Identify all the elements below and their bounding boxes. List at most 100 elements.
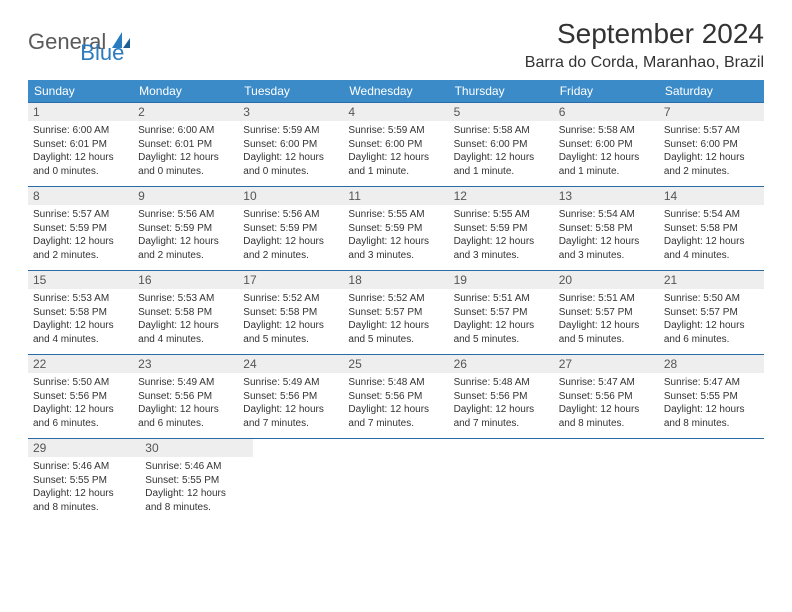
sunset-text: Sunset: 6:00 PM (664, 138, 759, 152)
day-cell: 19Sunrise: 5:51 AMSunset: 5:57 PMDayligh… (449, 271, 554, 354)
daylight-text: and 2 minutes. (33, 249, 128, 263)
daylight-text: and 4 minutes. (138, 333, 233, 347)
day-number: 11 (343, 187, 448, 205)
sunrise-text: Sunrise: 5:50 AM (664, 292, 759, 306)
day-number: 18 (343, 271, 448, 289)
sunrise-text: Sunrise: 5:56 AM (243, 208, 338, 222)
sunrise-text: Sunrise: 5:55 AM (348, 208, 443, 222)
day-number: 25 (343, 355, 448, 373)
day-number: 13 (554, 187, 659, 205)
sunset-text: Sunset: 5:56 PM (138, 390, 233, 404)
daylight-text: Daylight: 12 hours (145, 487, 247, 501)
day-number: 22 (28, 355, 133, 373)
page-title: September 2024 (525, 18, 764, 50)
daylight-text: Daylight: 12 hours (33, 487, 135, 501)
daylight-text: Daylight: 12 hours (664, 235, 759, 249)
daylight-text: and 5 minutes. (454, 333, 549, 347)
day-cell: 24 Sunrise: 5:49 AMSunset: 5:56 PMDayligh… (238, 355, 343, 438)
sunrise-text: Sunrise: 5:59 AM (348, 124, 443, 138)
logo-text-blue: Blue (80, 40, 124, 65)
sunset-text: Sunset: 5:58 PM (33, 306, 128, 320)
sunset-text: Sunset: 5:56 PM (33, 390, 128, 404)
day-number: 21 (659, 271, 764, 289)
daylight-text: Daylight: 12 hours (243, 235, 338, 249)
empty-day-cell (253, 439, 355, 522)
day-cell: 17Sunrise: 5:52 AMSunset: 5:58 PMDayligh… (238, 271, 343, 354)
daylight-text: Daylight: 12 hours (138, 319, 233, 333)
day-cell: 12Sunrise: 5:55 AMSunset: 5:59 PMDayligh… (449, 187, 554, 270)
day-cell: 25Sunrise: 5:48 AMSunset: 5:56 PMDayligh… (343, 355, 448, 438)
daylight-text: and 6 minutes. (664, 333, 759, 347)
sunset-text: Sunset: 5:58 PM (559, 222, 654, 236)
day-cell: 3Sunrise: 5:59 AMSunset: 6:00 PMDaylight… (238, 103, 343, 186)
daylight-text: Daylight: 12 hours (348, 319, 443, 333)
sunset-text: Sunset: 5:57 PM (454, 306, 549, 320)
daylight-text: Daylight: 12 hours (243, 151, 338, 165)
day-number: 10 (238, 187, 343, 205)
daylight-text: Daylight: 12 hours (454, 151, 549, 165)
daylight-text: Daylight: 12 hours (138, 403, 233, 417)
daylight-text: Daylight: 12 hours (559, 319, 654, 333)
sunrise-text: Sunrise: 5:54 AM (664, 208, 759, 222)
day-cell: 26Sunrise: 5:48 AMSunset: 5:56 PMDayligh… (449, 355, 554, 438)
daylight-text: and 8 minutes. (664, 417, 759, 431)
daylight-text: and 4 minutes. (33, 333, 128, 347)
day-cell: 6Sunrise: 5:58 AMSunset: 6:00 PMDaylight… (554, 103, 659, 186)
empty-day-cell (457, 439, 559, 522)
day-number: 16 (133, 271, 238, 289)
daylight-text: and 1 minute. (559, 165, 654, 179)
daylight-text: Daylight: 12 hours (664, 319, 759, 333)
empty-day-cell (559, 439, 661, 522)
daylight-text: and 6 minutes. (138, 417, 233, 431)
daylight-text: and 6 minutes. (33, 417, 128, 431)
sunset-text: Sunset: 5:58 PM (243, 306, 338, 320)
sunset-text: Sunset: 6:01 PM (138, 138, 233, 152)
sunset-text: Sunset: 5:59 PM (33, 222, 128, 236)
day-number: 8 (28, 187, 133, 205)
location-text: Barra do Corda, Maranhao, Brazil (525, 54, 764, 72)
day-cell: 29Sunrise: 5:46 AMSunset: 5:55 PMDayligh… (28, 439, 140, 522)
day-number: 4 (343, 103, 448, 121)
day-cell: 14Sunrise: 5:54 AMSunset: 5:58 PMDayligh… (659, 187, 764, 270)
daylight-text: and 0 minutes. (33, 165, 128, 179)
day-number: 12 (449, 187, 554, 205)
daylight-text: and 3 minutes. (559, 249, 654, 263)
title-block: September 2024 Barra do Corda, Maranhao,… (525, 18, 764, 72)
day-number: 27 (554, 355, 659, 373)
weekday-header: Friday (554, 80, 659, 102)
sunrise-text: Sunrise: 5:50 AM (33, 376, 128, 390)
day-number: 9 (133, 187, 238, 205)
header: General Blue September 2024 Barra do Cor… (28, 18, 764, 72)
daylight-text: and 1 minute. (348, 165, 443, 179)
sunrise-text: Sunrise: 5:52 AM (243, 292, 338, 306)
day-number: 15 (28, 271, 133, 289)
daylight-text: Daylight: 12 hours (348, 403, 443, 417)
daylight-text: and 1 minute. (454, 165, 549, 179)
daylight-text: and 8 minutes. (559, 417, 654, 431)
sunset-text: Sunset: 5:56 PM (559, 390, 654, 404)
sunrise-text: Sunrise: 5:49 AM (243, 376, 338, 390)
daylight-text: Daylight: 12 hours (138, 235, 233, 249)
weekday-header-row: Sunday Monday Tuesday Wednesday Thursday… (28, 80, 764, 102)
day-number: 24 (238, 355, 343, 373)
daylight-text: and 2 minutes. (243, 249, 338, 263)
day-number: 20 (554, 271, 659, 289)
day-cell: 20Sunrise: 5:51 AMSunset: 5:57 PMDayligh… (554, 271, 659, 354)
sunset-text: Sunset: 5:57 PM (348, 306, 443, 320)
day-number: 19 (449, 271, 554, 289)
daylight-text: Daylight: 12 hours (243, 403, 338, 417)
sunset-text: Sunset: 5:56 PM (243, 390, 338, 404)
sunset-text: Sunset: 5:58 PM (664, 222, 759, 236)
daylight-text: Daylight: 12 hours (243, 319, 338, 333)
day-cell: 8Sunrise: 5:57 AMSunset: 5:59 PMDaylight… (28, 187, 133, 270)
sunrise-text: Sunrise: 5:57 AM (664, 124, 759, 138)
day-number: 28 (659, 355, 764, 373)
day-cell: 27Sunrise: 5:47 AMSunset: 5:56 PMDayligh… (554, 355, 659, 438)
day-cell: 22Sunrise: 5:50 AMSunset: 5:56 PMDayligh… (28, 355, 133, 438)
day-cell: 2Sunrise: 6:00 AMSunset: 6:01 PMDaylight… (133, 103, 238, 186)
day-cell: 10Sunrise: 5:56 AMSunset: 5:59 PMDayligh… (238, 187, 343, 270)
sunset-text: Sunset: 5:57 PM (664, 306, 759, 320)
sunrise-text: Sunrise: 5:46 AM (145, 460, 247, 474)
sunset-text: Sunset: 6:00 PM (454, 138, 549, 152)
sunrise-text: Sunrise: 6:00 AM (33, 124, 128, 138)
